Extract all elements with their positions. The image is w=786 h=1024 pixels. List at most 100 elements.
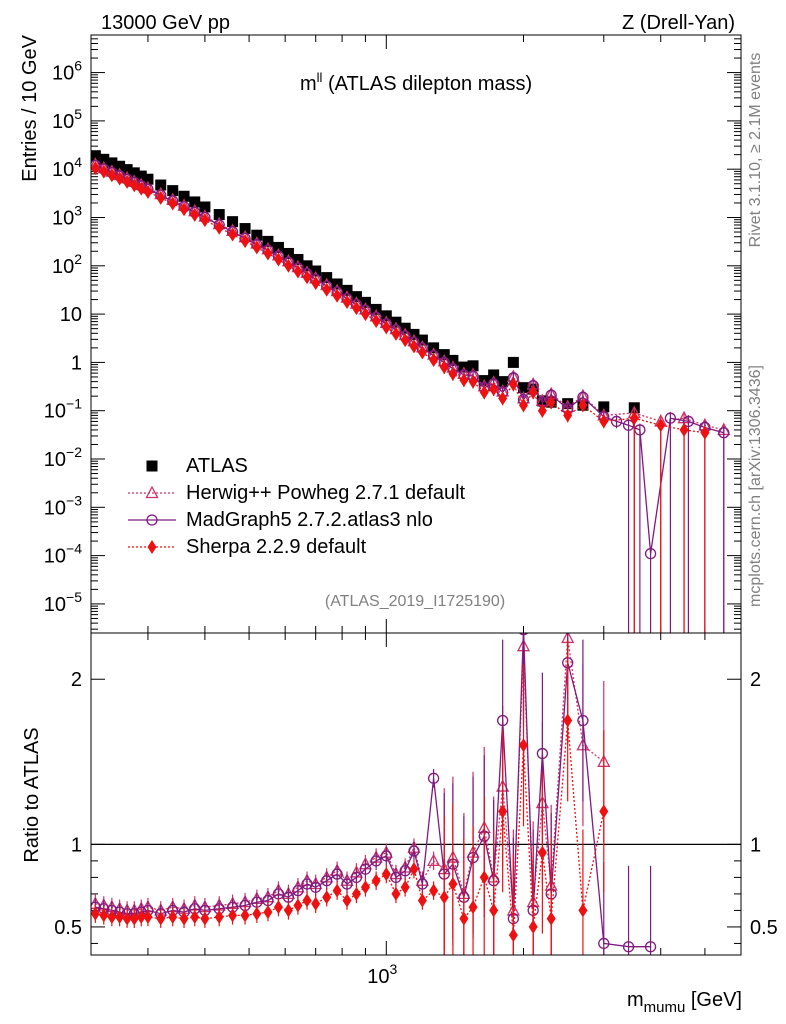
main-data-point	[311, 276, 321, 291]
y-tick-label: 10	[60, 304, 82, 326]
ratio-data-point	[371, 873, 381, 888]
ratio-data-point	[332, 883, 342, 898]
main-data-point	[537, 403, 547, 418]
ratio-data-point	[273, 900, 283, 915]
main-data-point	[622, 419, 635, 431]
legend-marker	[146, 514, 158, 526]
main-data-point	[252, 240, 262, 255]
ratio-data-point	[563, 713, 573, 728]
main-data-point	[342, 295, 352, 310]
main-data-point	[518, 382, 530, 394]
main-data-point	[240, 234, 250, 249]
main-axis-ticks: 10−5 10−4 10−3 10−2 10−1 1 10 102 103 104 105 106	[44, 34, 742, 633]
xlabel-sub: mumu	[644, 999, 686, 1016]
ratio-data-point	[342, 893, 352, 908]
ratio-data-point	[252, 906, 262, 921]
main-data-point	[293, 264, 303, 279]
ratio-data-point	[359, 863, 372, 875]
ratio-data-point	[429, 883, 439, 898]
y-tick-label: 10−1	[44, 396, 82, 423]
main-data-point	[121, 164, 133, 176]
ratio-data-point	[528, 919, 538, 934]
ratio-data-point	[322, 890, 332, 905]
y-tick-label: 1	[71, 352, 82, 374]
legend: ATLAS Herwig++ Powheg 2.7.1 default MadGra…	[128, 455, 466, 558]
ratio-data-point	[168, 910, 178, 925]
main-data-point	[122, 174, 132, 189]
main-data-point	[682, 415, 695, 428]
main-data-point	[107, 168, 117, 183]
legend-item: ATLAS	[146, 455, 248, 477]
rivet-label: Rivet 3.1.10, ≥ 2.1M events	[747, 53, 764, 248]
main-data-point	[91, 161, 100, 176]
main-data-point	[178, 190, 190, 202]
ratio-y-tick-label: 2	[71, 669, 82, 691]
ratio-data-point	[391, 886, 401, 901]
ratio-data-point	[263, 905, 273, 920]
main-data-point	[262, 235, 274, 247]
ratio-data-point	[136, 910, 146, 925]
ratio-data-point	[156, 911, 166, 926]
main-data-point	[679, 422, 689, 437]
legend-item: Sherpa 2.2.9 default	[128, 536, 367, 558]
ratio-data-point	[341, 878, 353, 890]
ratio-y-tick-label: 1	[71, 834, 82, 856]
main-data-point	[467, 360, 479, 372]
ratio-data-point	[416, 878, 429, 890]
x-tick-label: 103	[367, 961, 397, 988]
y-tick-label: 102	[52, 251, 82, 278]
y-tick-label: 105	[52, 106, 82, 133]
main-data-point	[360, 307, 370, 322]
main-data-point	[546, 395, 556, 410]
main-series-diamond	[91, 161, 710, 633]
main-data-point	[272, 241, 284, 253]
ratio-data-point	[331, 868, 343, 880]
ratio-data-point	[536, 747, 549, 760]
y-tick-label: 106	[52, 58, 82, 85]
main-title-sup: ll	[317, 70, 323, 85]
main-data-point	[98, 153, 110, 165]
main-data-point	[114, 160, 126, 172]
ylabel-main: Entries / 10 GeV	[19, 34, 41, 181]
main-data-point	[468, 374, 478, 389]
main-data-point	[519, 398, 529, 413]
main-data-point	[332, 288, 342, 303]
ratio-data-point	[399, 865, 411, 877]
ratio-data-point	[497, 714, 509, 727]
main-series-line	[95, 164, 724, 554]
analysis-tag: (ATLAS_2019_I1725190)	[325, 593, 505, 610]
ratio-data-point	[381, 867, 391, 882]
ratio-data-point	[200, 911, 210, 926]
main-data-point	[273, 252, 283, 267]
legend-item: MadGraph5 2.7.2.atlas3 nlo	[128, 509, 433, 531]
ratio-data-point	[508, 928, 518, 943]
ratio-data-point	[311, 896, 321, 911]
legend-label: Herwig++ Powheg 2.7.1 default	[186, 482, 466, 504]
ratio-data-point	[417, 893, 427, 908]
ratio-data-point	[214, 910, 224, 925]
xlabel: mmumu [GeV]	[627, 989, 742, 1016]
ratio-series-diamond	[91, 639, 609, 955]
ratio-data-point	[129, 911, 139, 926]
main-data-point	[227, 216, 239, 228]
ratio-data-point	[546, 911, 556, 926]
ratio-data-point	[293, 898, 303, 913]
ratio-plot-frame	[90, 632, 742, 956]
main-data-point	[213, 209, 225, 221]
ratio-data-point	[427, 772, 440, 784]
ratio-data-point	[99, 908, 109, 923]
ratio-data-point	[537, 845, 547, 860]
main-data-point	[409, 339, 419, 354]
ratio-data-point	[143, 910, 153, 925]
main-data-point	[351, 301, 361, 316]
main-title-var: m	[300, 73, 317, 95]
ratio-data-point	[577, 714, 589, 727]
ratio-data-point	[107, 910, 117, 925]
ratio-data-point	[644, 941, 657, 953]
main-data-point	[99, 164, 109, 179]
main-data-point	[528, 385, 538, 400]
ylabel-ratio: Ratio to ATLAS	[21, 727, 43, 862]
main-data-point	[199, 201, 211, 213]
main-data-point	[629, 411, 639, 426]
